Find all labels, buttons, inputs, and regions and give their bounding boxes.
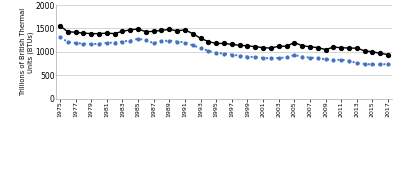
Y-axis label: Trillions of British Thermal
Units (BTUs): Trillions of British Thermal Units (BTUs… (20, 8, 34, 95)
